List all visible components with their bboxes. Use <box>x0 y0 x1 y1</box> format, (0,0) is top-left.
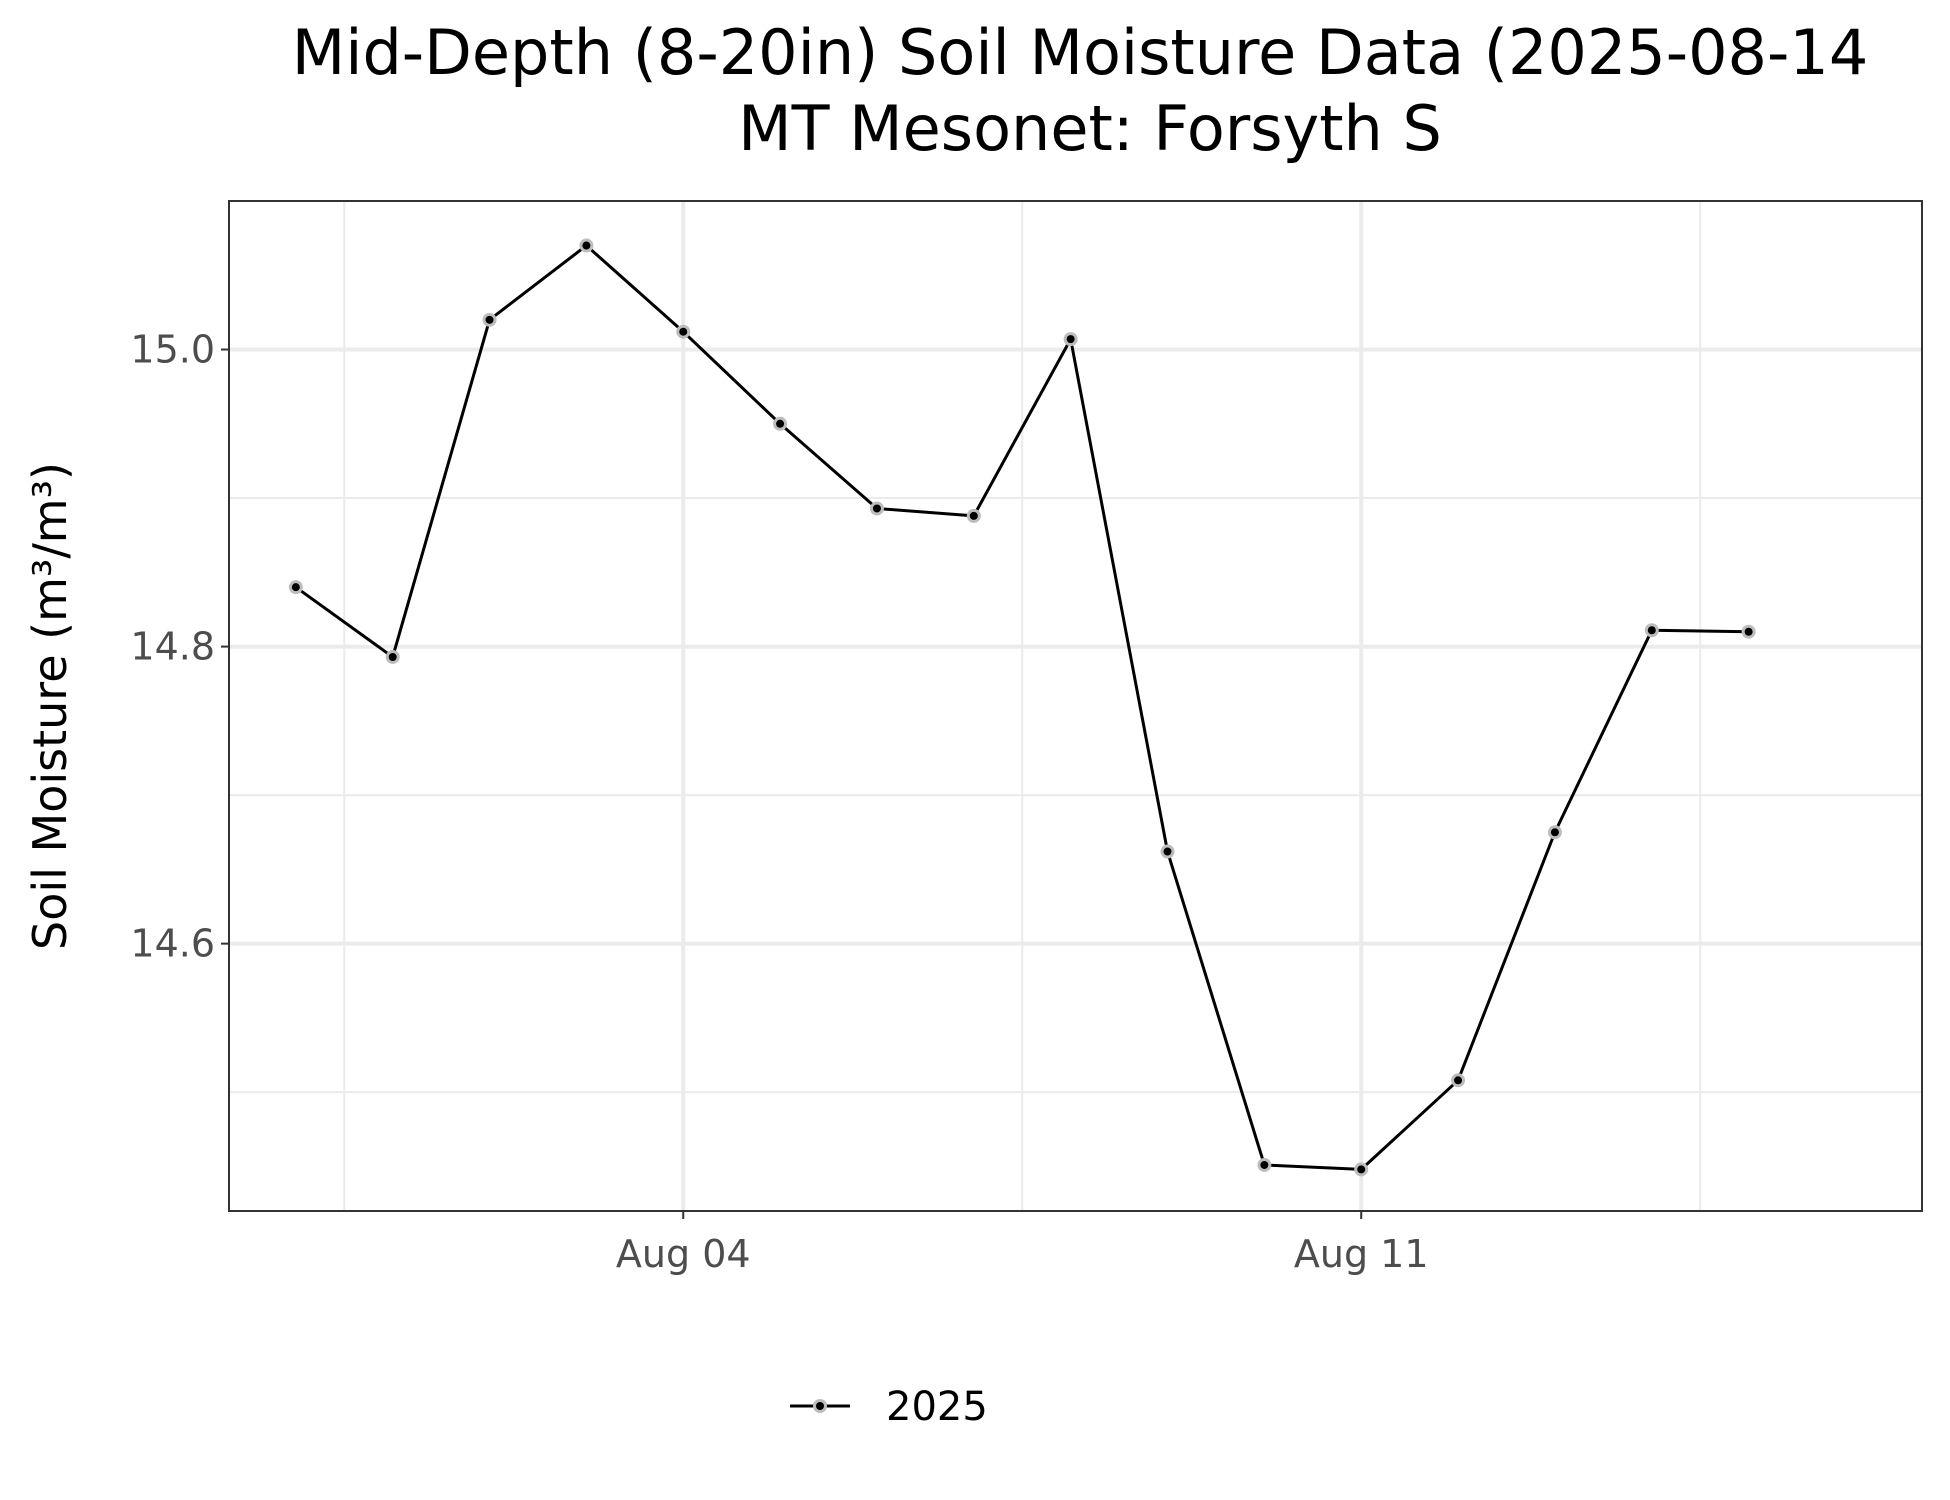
data-point <box>1454 1076 1463 1085</box>
data-point <box>485 315 494 324</box>
chart-title: Mid-Depth (8-20in) Soil Moisture Data (2… <box>291 16 1869 89</box>
y-tick-label: 15.0 <box>130 328 215 372</box>
data-point <box>1163 847 1172 856</box>
data-point <box>388 652 397 661</box>
data-point <box>582 241 591 250</box>
x-tick-label: Aug 04 <box>616 1232 751 1276</box>
y-axis-title: Soil Moisture (m³/m³) <box>23 462 77 950</box>
legend: 2025 <box>790 1384 988 1430</box>
data-point <box>291 583 300 592</box>
minor-gridlines <box>229 201 1922 1211</box>
legend-key-point <box>816 1402 824 1410</box>
panel-border <box>228 200 1923 1212</box>
data-point <box>1647 626 1656 635</box>
y-tick-label: 14.8 <box>130 625 215 669</box>
data-point <box>776 419 785 428</box>
series-line-2025 <box>294 244 1749 1171</box>
data-point <box>1357 1165 1366 1174</box>
major-gridlines <box>229 201 1922 1211</box>
y-tick-label: 14.6 <box>130 922 215 966</box>
y-axis-ticks: 14.6 14.8 15.0 <box>130 328 229 966</box>
x-axis-ticks: Aug 04 Aug 11 <box>616 1211 1429 1276</box>
data-point <box>1066 335 1075 344</box>
x-tick-label: Aug 11 <box>1294 1232 1429 1276</box>
data-point <box>1260 1160 1269 1169</box>
data-point <box>872 504 881 513</box>
data-point <box>969 511 978 520</box>
data-point <box>1550 828 1559 837</box>
series-layer <box>288 238 1756 1177</box>
chart-subtitle: MT Mesonet: Forsyth S <box>738 92 1442 165</box>
data-point <box>1744 627 1753 636</box>
data-point <box>679 327 688 336</box>
legend-label: 2025 <box>886 1384 988 1430</box>
